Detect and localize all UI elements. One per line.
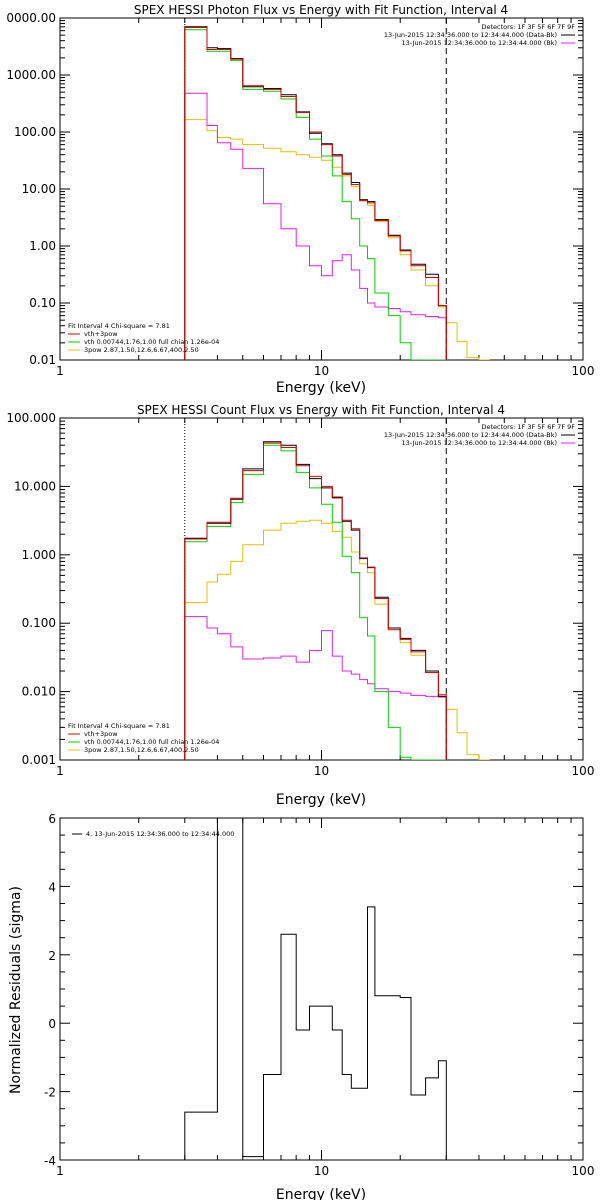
legend-entry-text: vth 0.00744,1.76,1.00 full chian 1.26e-0…: [84, 338, 219, 346]
count-flux-xlabel: Energy (keV): [276, 792, 366, 808]
x-tick-label: 10: [314, 364, 329, 378]
legend-entry-text: vth+3pow: [84, 330, 118, 338]
legend-entry-text: 3pow 2.87,1.50,12.6,6.67,400,2.50: [84, 746, 199, 754]
legend-entry-text: 4, 13-Jun-2015 12:34:36.000 to 12:34:44.…: [86, 830, 234, 838]
y-tick-label: 4: [48, 880, 56, 894]
y-tick-label: 0.010: [22, 685, 56, 699]
y-tick-label: 10.00: [22, 182, 56, 196]
y-tick-label: 1.00: [29, 239, 56, 253]
plot-area: [185, 27, 490, 360]
photon-flux-xlabel: Energy (keV): [276, 380, 366, 396]
x-tick-label: 1: [56, 364, 64, 378]
legend-entry-text: 13-Jun-2015 12:34:36.000 to 12:34:44.000…: [402, 39, 557, 47]
legend-entry-text: 13-Jun-2015 12:34:36.000 to 12:34:44.000…: [384, 31, 557, 39]
y-tick-label: -2: [44, 1086, 56, 1100]
legend-entry-text: 13-Jun-2015 12:34:36.000 to 12:34:44.000…: [384, 431, 557, 439]
y-tick-label: -4: [44, 1154, 56, 1168]
series-data-bk: [185, 442, 447, 760]
x-tick-label: 10: [314, 764, 329, 778]
x-tick-label: 100: [572, 764, 595, 778]
legend-entry-text: vth 0.00744,1.76,1.00 full chian 1.26e-0…: [84, 738, 219, 746]
y-tick-label: 1.000: [22, 548, 56, 562]
y-tick-label: 10.000: [14, 479, 56, 493]
residuals-xlabel: Energy (keV): [276, 1187, 366, 1200]
legend-fit-interval: Fit Interval 4 Chi-square = 7.81: [68, 322, 170, 330]
series-vth-3pow: [185, 28, 447, 361]
series-vth: [185, 445, 447, 760]
series-vth: [185, 30, 447, 360]
axes-frame: [60, 818, 583, 1160]
series-data-bk: [185, 27, 447, 360]
y-tick-label: 0000.00: [6, 11, 56, 25]
y-tick-label: 1000.00: [6, 68, 56, 82]
plot-area: [185, 818, 447, 1160]
photon-flux-panel: SPEX HESSI Photon Flux vs Energy with Fi…: [6, 3, 594, 396]
plot-area: [185, 442, 490, 760]
legend-detectors: Detectors: 1F 3F 5F 6F 7F 9F: [481, 423, 575, 431]
y-tick-label: 100.00: [14, 125, 56, 139]
y-tick-label: 0: [48, 1017, 56, 1031]
y-tick-label: 0.10: [29, 296, 56, 310]
series-vth-3pow: [185, 443, 447, 760]
residuals-panel: Energy (keV) Normalized Residuals (sigma…: [8, 812, 594, 1200]
axes-frame: [60, 418, 583, 760]
y-tick-label: 0.100: [22, 616, 56, 630]
x-tick-label: 1: [56, 1164, 64, 1178]
y-tick-label: 0.01: [29, 353, 56, 367]
y-tick-label: 6: [48, 812, 56, 826]
x-tick-label: 100: [572, 364, 595, 378]
y-tick-label: 100.000: [6, 411, 56, 425]
legend-entry-text: 13-Jun-2015 12:34:36.000 to 12:34:44.000…: [402, 439, 557, 447]
x-tick-label: 100: [572, 1164, 595, 1178]
legend-fit-interval: Fit Interval 4 Chi-square = 7.81: [68, 722, 170, 730]
count-flux-title: SPEX HESSI Count Flux vs Energy with Fit…: [137, 403, 505, 417]
y-tick-label: 0.001: [22, 753, 56, 767]
legend-entry-text: 3pow 2.87,1.50,12.6,6.67,400,2.50: [84, 346, 199, 354]
x-tick-label: 10: [314, 1164, 329, 1178]
legend-entry-text: vth+3pow: [84, 730, 118, 738]
series-residuals: [185, 818, 447, 1160]
photon-flux-title: SPEX HESSI Photon Flux vs Energy with Fi…: [134, 3, 508, 17]
x-tick-label: 1: [56, 764, 64, 778]
legend-detectors: Detectors: 1F 3F 5F 6F 7F 9F: [481, 23, 575, 31]
count-flux-panel: SPEX HESSI Count Flux vs Energy with Fit…: [6, 403, 594, 808]
y-tick-label: 2: [48, 949, 56, 963]
axes-frame: [60, 18, 583, 360]
residuals-ylabel: Normalized Residuals (sigma): [8, 886, 24, 1094]
